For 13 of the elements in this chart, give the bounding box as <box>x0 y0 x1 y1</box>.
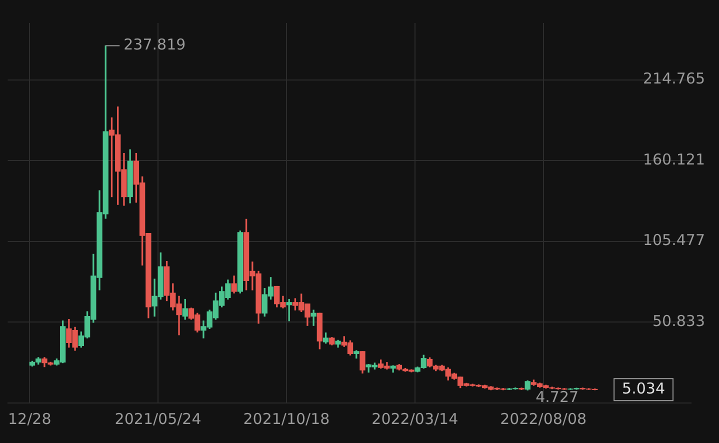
y-tick-label: 50.833 <box>652 312 705 330</box>
x-tick-label: 2022/03/14 <box>372 410 458 428</box>
x-tick-label: 2022/08/08 <box>500 410 587 428</box>
x-tick-label: 2021/05/24 <box>114 410 202 428</box>
y-tick-label: 214.765 <box>642 70 705 88</box>
annotation: 237.819 <box>124 36 186 54</box>
candlestick <box>310 310 316 326</box>
annotation: 5.034 <box>622 380 666 398</box>
y-tick-label: 105.477 <box>642 231 705 250</box>
y-tick-label: 160.121 <box>642 150 705 168</box>
x-tick-label: 2021/10/18 <box>243 410 330 428</box>
annotation: 4.727 <box>536 388 579 406</box>
x-tick-label: 12/28 <box>8 410 52 428</box>
